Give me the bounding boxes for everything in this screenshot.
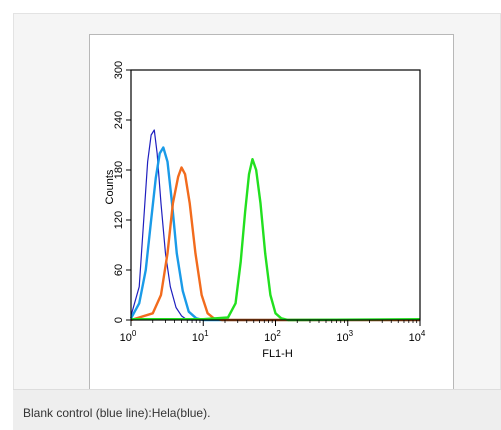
x-tick-exponent: 3 (349, 329, 354, 338)
y-tick-label: 0 (113, 317, 125, 323)
x-tick-base: 10 (264, 332, 276, 344)
figure-caption: Blank control (blue line):Hela(blue). (23, 406, 211, 420)
y-tick-label: 120 (113, 211, 125, 229)
y-tick-label: 60 (113, 264, 125, 276)
x-tick-base: 10 (409, 332, 421, 344)
y-tick-label: 300 (113, 61, 125, 79)
series-line-2 (129, 146, 420, 322)
x-tick-exponent: 2 (276, 329, 281, 338)
x-tick-label: 103 (336, 329, 353, 344)
x-tick-base: 10 (192, 332, 204, 344)
x-tick-base: 10 (336, 332, 348, 344)
histogram-figure: 0 60 120 180 240 300 100 101 102 103 104 FL1-H Count… (89, 34, 454, 395)
caption-bar: Blank control (blue line):Hela(blue). (13, 389, 501, 430)
x-tick-exponent: 4 (421, 329, 426, 338)
x-tick-label: 102 (264, 329, 281, 344)
x-tick-label: 101 (192, 329, 209, 344)
x-tick-exponent: 0 (132, 329, 137, 338)
series-line-4 (131, 157, 421, 322)
x-axis-label: FL1-H (262, 348, 293, 360)
y-tick-label: 240 (113, 111, 125, 129)
y-axis-label: Counts (104, 169, 116, 204)
y-tick-label: 180 (113, 161, 125, 179)
series-line-3 (130, 166, 420, 322)
x-tick-base: 10 (120, 332, 132, 344)
x-tick-label: 100 (120, 329, 137, 344)
x-tick-label: 104 (409, 329, 426, 344)
x-tick-exponent: 1 (204, 329, 209, 338)
